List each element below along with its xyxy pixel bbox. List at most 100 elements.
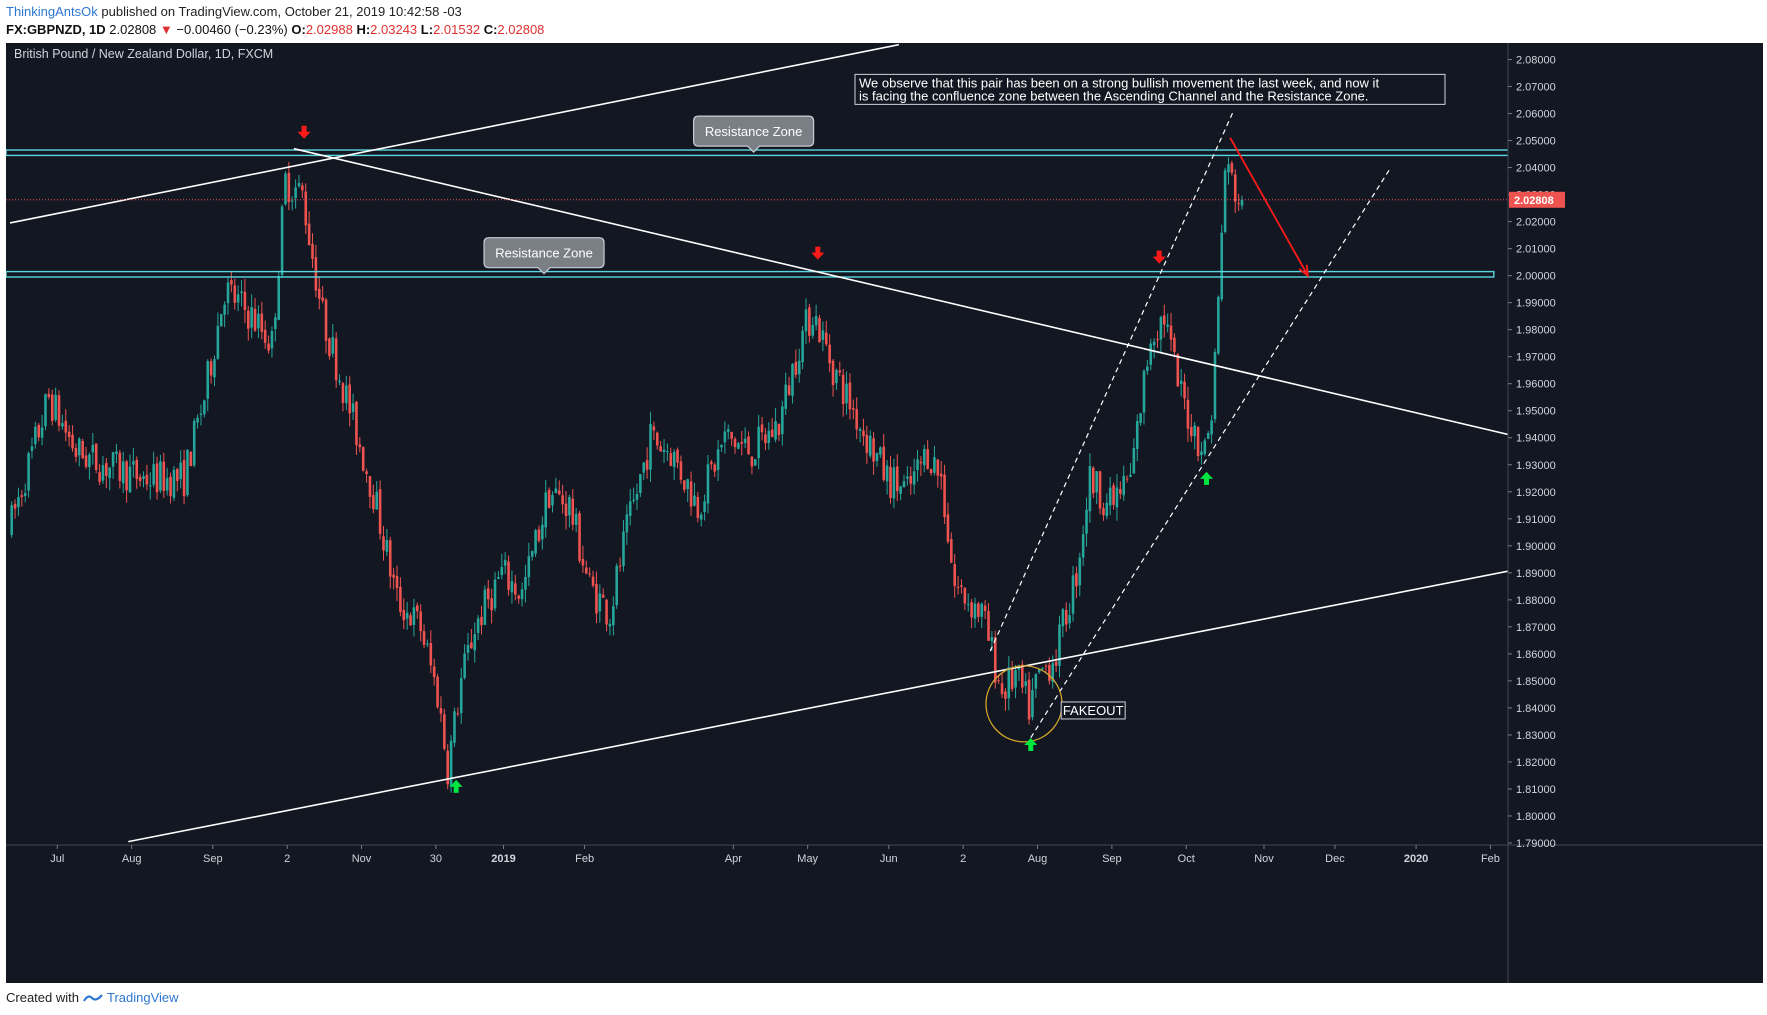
candle-body [716,449,720,470]
candle-body [987,610,990,641]
candle-body [203,400,206,415]
candle-body [662,449,666,453]
candle-body [1098,471,1102,509]
candle-body [155,463,159,493]
candle-body [845,383,848,404]
candle-body [399,586,402,612]
candle-body [561,495,564,505]
candle-body [189,451,193,467]
candle-body [568,496,571,516]
candle-body [233,285,237,303]
candle-body [267,343,270,351]
candle-body [696,496,700,518]
candle-body [341,383,345,403]
symbol-info: FX:GBPNZD, 1D 2.02808 ▼ −0.00460 (−0.23%… [6,22,544,37]
candle-body [669,453,673,466]
price-tick-label: 2.00000 [1516,271,1556,283]
candle-body [1190,426,1193,437]
plot-layer: Resistance Zone Resistance Zone We observe… [6,43,1763,983]
candle-body [754,459,757,466]
candle-body [852,408,855,410]
chart-title: British Pound / New Zealand Dollar, 1D, … [14,47,273,61]
candle-body [328,338,331,357]
candle-body [585,567,588,574]
trend-line-2 [128,570,1508,843]
candle-body [466,644,470,653]
time-tick-label: Sep [1102,853,1122,865]
candle-body [213,359,216,378]
candle-body [524,576,527,590]
candle-body [892,467,896,499]
candle-body [1149,343,1153,365]
candle-body [260,313,264,332]
candle-body [544,492,548,528]
price-chart[interactable]: Resistance Zone Resistance Zone We observe… [6,43,1763,983]
candle-body [1129,474,1132,477]
candle-body [111,452,115,467]
candle-body [1095,471,1098,493]
time-tick-label: 2 [960,853,966,865]
candle-body [902,481,906,488]
candle-body [821,330,825,340]
candle-body [1034,674,1038,689]
candle-body [250,307,253,328]
candle-body [1027,679,1031,720]
candle-body [838,370,842,373]
candle-body [1210,420,1213,435]
candle-body [439,708,443,714]
candle-body [672,451,676,467]
candle-body [747,436,750,455]
candle-body [784,384,787,409]
author-link[interactable]: ThinkingAntsOk [6,4,98,19]
candle-body [223,304,226,315]
price-tick-label: 1.81000 [1516,784,1556,796]
candle-body [534,530,537,554]
candle-body [517,595,520,599]
plot-area: Resistance Zone Resistance Zone We observe… [6,43,1508,843]
candle-body [679,461,683,480]
candle-body [1233,174,1237,202]
candle-body [40,427,44,438]
candle-body [791,364,794,396]
trend-line-3 [293,147,1508,436]
current-price-label: 2.02808 [1514,195,1554,207]
note-text-line-1: We observe that this pair has been on a … [859,75,1379,90]
candle-body [723,431,727,443]
candle-body [581,559,585,566]
time-tick-label: 2019 [491,853,515,865]
candle-body [879,447,882,455]
candle-body [1041,667,1044,669]
candle-body [1203,440,1207,454]
time-tick-label: 2 [284,853,290,865]
candle-body [476,618,480,633]
candle-body [1004,691,1007,699]
candle-body [595,583,598,614]
candle-body [1112,485,1115,505]
tradingview-link[interactable]: TradingView [106,990,179,1005]
candle-body [882,446,886,480]
candle-body [781,406,784,435]
candle-body [121,461,125,484]
candle-body [503,559,507,566]
publish-text: published on TradingView.com, October 21… [101,4,462,19]
time-tick-label: Feb [575,853,594,865]
callout-label: Resistance Zone [705,124,803,139]
note-box [854,73,1446,105]
candle-body [622,531,625,567]
candle-body [297,183,301,187]
candle-body [169,476,172,497]
candle-body [1044,665,1048,667]
price-tick-label: 1.93000 [1516,460,1556,472]
price-tick-label: 1.98000 [1516,325,1556,337]
candle-body [17,496,20,508]
candle-body [453,711,456,743]
candle-body [885,465,889,482]
candle-body [889,466,892,498]
candle-body [61,423,64,427]
candle-body [750,456,754,467]
candle-body [1054,661,1058,666]
candle-body [997,680,1000,682]
candle-body [1206,433,1210,439]
candle-body [1217,296,1220,354]
candle-body [355,401,358,446]
